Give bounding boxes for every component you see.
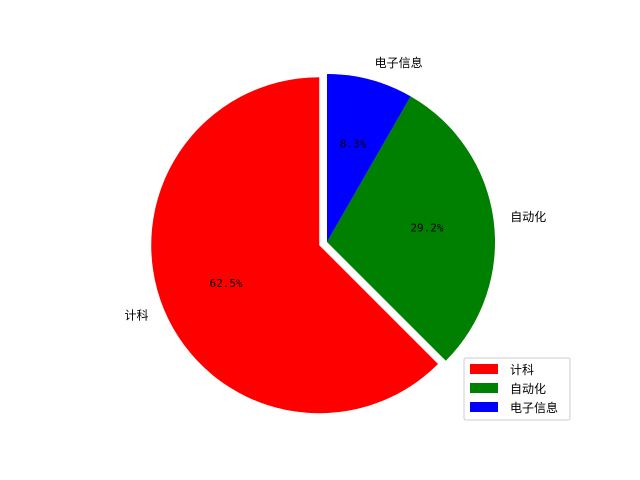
legend-label-dianzixinxi: 电子信息 bbox=[510, 400, 558, 415]
category-label-zidonghua: 自动化 bbox=[510, 210, 546, 224]
pie-slice-dianzixinxi bbox=[327, 74, 411, 242]
legend-swatch-dianzixinxi bbox=[470, 402, 498, 412]
percent-label-dianzixinxi: 8.3% bbox=[340, 138, 367, 151]
percent-label-jike: 62.5% bbox=[210, 277, 243, 290]
pie-labels: 计科 62.5% 自动化 29.2% 电子信息 8.3% bbox=[124, 55, 546, 322]
pie-slices bbox=[151, 74, 496, 414]
legend: 计科 自动化 电子信息 bbox=[463, 357, 571, 421]
legend-label-jike: 计科 bbox=[510, 363, 534, 377]
pie-slice-jike bbox=[151, 77, 439, 414]
legend-swatch-jike bbox=[470, 364, 498, 374]
percent-label-zidonghua: 29.2% bbox=[410, 222, 443, 235]
category-label-dianzixinxi: 电子信息 bbox=[375, 55, 423, 70]
legend-label-zidonghua: 自动化 bbox=[510, 382, 546, 396]
category-label-jike: 计科 bbox=[124, 308, 148, 322]
pie-slice-zidonghua bbox=[327, 96, 496, 361]
legend-swatch-zidonghua bbox=[470, 383, 498, 393]
